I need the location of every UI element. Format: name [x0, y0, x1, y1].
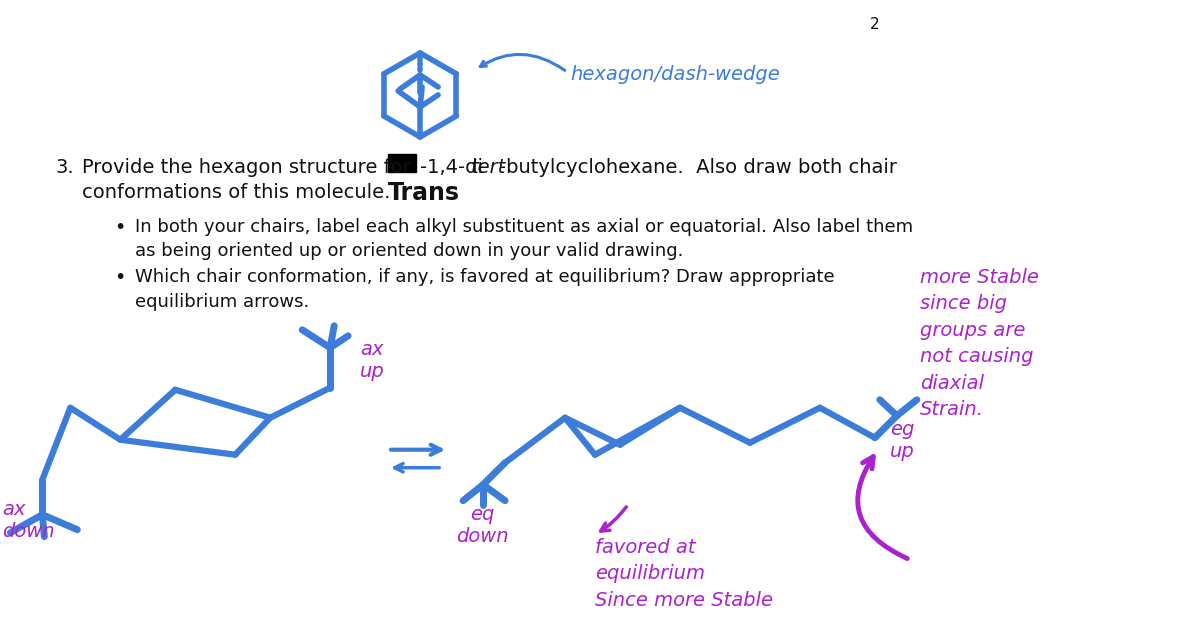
Text: favored at
equilibrium
Since more Stable: favored at equilibrium Since more Stable: [595, 538, 773, 610]
Text: -1,4-di: -1,4-di: [420, 158, 484, 177]
Text: hexagon/dash-wedge: hexagon/dash-wedge: [570, 66, 780, 85]
Text: as being oriented up or oriented down in your valid drawing.: as being oriented up or oriented down in…: [136, 242, 684, 260]
Text: -butylcyclohexane.  Also draw both chair: -butylcyclohexane. Also draw both chair: [499, 158, 898, 177]
Text: equilibrium arrows.: equilibrium arrows.: [136, 293, 310, 311]
Text: ax
up: ax up: [360, 339, 385, 380]
Text: Provide the hexagon structure for: Provide the hexagon structure for: [83, 158, 418, 177]
Text: ax
down: ax down: [2, 500, 55, 541]
Text: tert: tert: [472, 158, 506, 177]
Text: 2: 2: [870, 18, 880, 32]
Text: •: •: [115, 268, 126, 287]
Text: eg
up: eg up: [890, 420, 914, 461]
Text: In both your chairs, label each alkyl substituent as axial or equatorial. Also l: In both your chairs, label each alkyl su…: [136, 218, 913, 236]
Text: more Stable
since big
groups are
not causing
diaxial
Strain.: more Stable since big groups are not cau…: [920, 268, 1039, 420]
Text: Which chair conformation, if any, is favored at equilibrium? Draw appropriate: Which chair conformation, if any, is fav…: [136, 268, 835, 286]
Text: Trans: Trans: [388, 181, 460, 205]
Text: •: •: [115, 218, 126, 237]
Text: 3.: 3.: [55, 158, 74, 177]
Text: conformations of this molecule.: conformations of this molecule.: [83, 183, 397, 202]
FancyBboxPatch shape: [388, 154, 416, 172]
Text: eq
down: eq down: [456, 505, 509, 546]
